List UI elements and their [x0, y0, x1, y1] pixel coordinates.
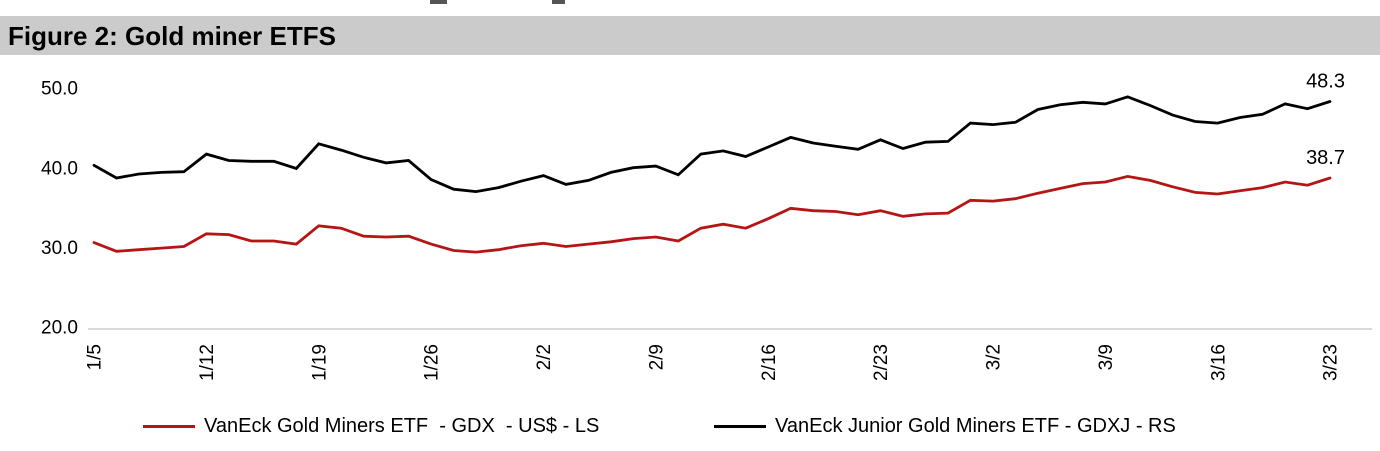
- x-tick-label: 3/23: [1321, 344, 1342, 381]
- series-line-gdxj: [92, 95, 1332, 194]
- legend-label-gdx: VanEck Gold Miners ETF - GDX - US$ - LS: [204, 415, 600, 437]
- gdx-line-swatch: [143, 424, 195, 428]
- series-end-label-gdx: 38.7: [1306, 147, 1345, 169]
- legend-item-gdxj: VanEck Junior Gold Miners ETF - GDXJ - R…: [714, 413, 1176, 439]
- y-tick-label: 40.0: [41, 158, 78, 179]
- figure-title-bar: Figure 2: Gold miner ETFS: [0, 16, 1380, 55]
- y-tick-label: 20.0: [41, 318, 78, 339]
- x-tick-label: 1/12: [197, 344, 218, 381]
- x-tick-label: 1/5: [85, 344, 106, 370]
- x-tick-label: 3/2: [984, 344, 1005, 370]
- x-tick-label: 2/16: [759, 344, 780, 381]
- legend-item-gdx: VanEck Gold Miners ETF - GDX - US$ - LS: [143, 413, 599, 439]
- x-tick-label: 3/9: [1096, 344, 1117, 370]
- x-tick-label: 2/23: [871, 344, 892, 381]
- x-tick-label: 2/2: [534, 344, 555, 370]
- line-chart: 50.0 40.0 30.0 20.0 1/5 1/12 1/19 1/26 2/2 2/9 2/1…: [41, 71, 1372, 381]
- y-tick-label: 50.0: [41, 79, 78, 100]
- x-tick-label: 1/19: [309, 344, 330, 381]
- x-tick-label: 3/16: [1208, 344, 1229, 381]
- x-tick-label: 1/26: [422, 344, 443, 381]
- legend-label-gdxj: VanEck Junior Gold Miners ETF - GDXJ - R…: [775, 415, 1176, 437]
- x-tick-label: 2/9: [646, 344, 667, 370]
- y-tick-label: 30.0: [41, 238, 78, 259]
- cropped-text-artifact: [552, 0, 565, 4]
- figure-title: Figure 2: Gold miner ETFS: [8, 20, 336, 51]
- series-end-label-gdxj: 48.3: [1306, 71, 1345, 93]
- gdxj-line-swatch: [714, 424, 766, 428]
- cropped-text-artifact: [430, 0, 447, 4]
- series-line-gdx: [92, 174, 1332, 254]
